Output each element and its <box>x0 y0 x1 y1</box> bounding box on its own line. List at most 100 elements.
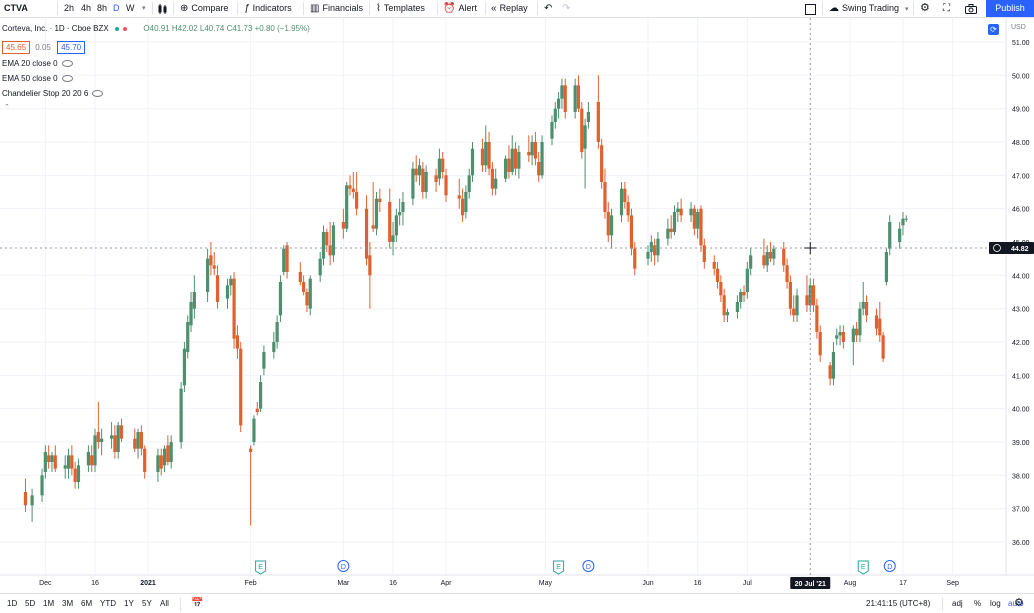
candle[interactable] <box>904 215 908 222</box>
candle[interactable] <box>649 235 653 262</box>
candle[interactable] <box>192 275 196 319</box>
candles-icon[interactable] <box>158 0 168 17</box>
candle[interactable] <box>424 165 428 199</box>
candle[interactable] <box>676 202 680 222</box>
candle[interactable] <box>308 275 312 316</box>
candle[interactable] <box>371 182 375 232</box>
candle[interactable] <box>394 208 398 242</box>
candle[interactable] <box>715 262 720 289</box>
sell-price-box[interactable]: 45.65 <box>2 41 31 54</box>
camera-icon[interactable] <box>965 0 977 17</box>
interval-d[interactable]: D <box>113 3 120 13</box>
candle[interactable] <box>421 162 425 199</box>
candle[interactable] <box>898 222 902 249</box>
candle[interactable] <box>576 75 581 112</box>
candle[interactable] <box>113 425 117 459</box>
candle[interactable] <box>258 375 263 412</box>
candle[interactable] <box>878 302 882 342</box>
candle[interactable] <box>212 252 216 276</box>
candle[interactable] <box>345 182 349 232</box>
candle[interactable] <box>619 182 624 222</box>
templates-button[interactable]: ⌇ Templates <box>376 0 425 17</box>
eye-icon[interactable] <box>92 90 104 98</box>
candle[interactable] <box>298 262 302 286</box>
candle[interactable] <box>517 145 521 179</box>
candle[interactable] <box>434 168 438 192</box>
candle[interactable] <box>855 322 859 342</box>
candle[interactable] <box>179 382 183 449</box>
candle[interactable] <box>557 92 561 119</box>
candle[interactable] <box>669 215 673 239</box>
candle[interactable] <box>606 202 610 242</box>
candle[interactable] <box>633 242 637 276</box>
candle[interactable] <box>444 168 448 202</box>
candle[interactable] <box>788 275 792 316</box>
candle[interactable] <box>828 362 832 386</box>
candle[interactable] <box>229 275 233 296</box>
range-5d[interactable]: 5D <box>25 599 36 608</box>
candle[interactable] <box>739 288 743 309</box>
candle[interactable] <box>861 282 865 316</box>
candle[interactable] <box>189 292 193 332</box>
candle[interactable] <box>169 435 173 469</box>
fullscreen-icon[interactable]: ⛶ <box>943 3 950 14</box>
candle[interactable] <box>262 345 266 376</box>
candle[interactable] <box>70 445 74 476</box>
candle[interactable] <box>143 445 147 479</box>
candle[interactable] <box>510 135 514 176</box>
candle[interactable] <box>302 275 306 296</box>
price-chart[interactable]: E D E D E D 36.00 37.00 38.00 39.00 40.00 41.00 42.… <box>0 18 1034 593</box>
candle[interactable] <box>318 252 322 282</box>
candle[interactable] <box>341 208 345 239</box>
range-3m[interactable]: 3M <box>62 599 74 608</box>
candle[interactable] <box>841 325 845 349</box>
candle[interactable] <box>722 288 726 322</box>
candle[interactable] <box>653 238 657 266</box>
candle[interactable] <box>583 118 587 189</box>
candle[interactable] <box>239 342 243 432</box>
candle[interactable] <box>272 332 276 359</box>
candle[interactable] <box>818 325 822 362</box>
candle[interactable] <box>719 275 723 302</box>
candle[interactable] <box>553 102 557 129</box>
dividend-marker[interactable]: D <box>883 560 896 572</box>
layout-dropdown[interactable]: ☁ Swing Trading ▾ <box>829 0 909 17</box>
candle[interactable] <box>63 455 67 479</box>
candle[interactable] <box>504 155 508 182</box>
candle[interactable] <box>162 445 167 472</box>
range-1m[interactable]: 1M <box>43 599 55 608</box>
adjust-toggle[interactable]: adj <box>952 599 963 608</box>
candle[interactable] <box>540 135 544 179</box>
candle[interactable] <box>388 188 392 249</box>
candle[interactable] <box>765 245 769 272</box>
candle[interactable] <box>527 135 531 162</box>
candle[interactable] <box>490 162 494 196</box>
candle[interactable] <box>40 468 44 502</box>
candle[interactable] <box>133 428 137 452</box>
candle[interactable] <box>735 295 740 319</box>
candle[interactable] <box>182 342 187 392</box>
candle[interactable] <box>235 325 240 359</box>
candle[interactable] <box>457 178 461 209</box>
candle[interactable] <box>603 168 607 219</box>
candle[interactable] <box>742 285 746 302</box>
candle[interactable] <box>100 428 104 456</box>
candle[interactable] <box>626 195 630 222</box>
candle[interactable] <box>285 242 289 279</box>
eye-icon[interactable] <box>61 60 73 68</box>
candle[interactable] <box>672 205 677 236</box>
interval-2h[interactable]: 2h <box>64 3 75 13</box>
candle[interactable] <box>480 138 485 172</box>
publish-button[interactable]: Publish <box>986 0 1034 17</box>
candle[interactable] <box>494 168 498 196</box>
candle[interactable] <box>209 242 213 276</box>
candle[interactable] <box>623 182 627 209</box>
candle[interactable] <box>255 402 259 416</box>
candle[interactable] <box>252 415 256 446</box>
candle[interactable] <box>888 215 892 256</box>
candle[interactable] <box>692 205 696 236</box>
candle[interactable] <box>43 445 47 479</box>
candle[interactable] <box>348 175 352 196</box>
range-ytd[interactable]: YTD <box>100 599 116 608</box>
candle[interactable] <box>689 202 693 222</box>
